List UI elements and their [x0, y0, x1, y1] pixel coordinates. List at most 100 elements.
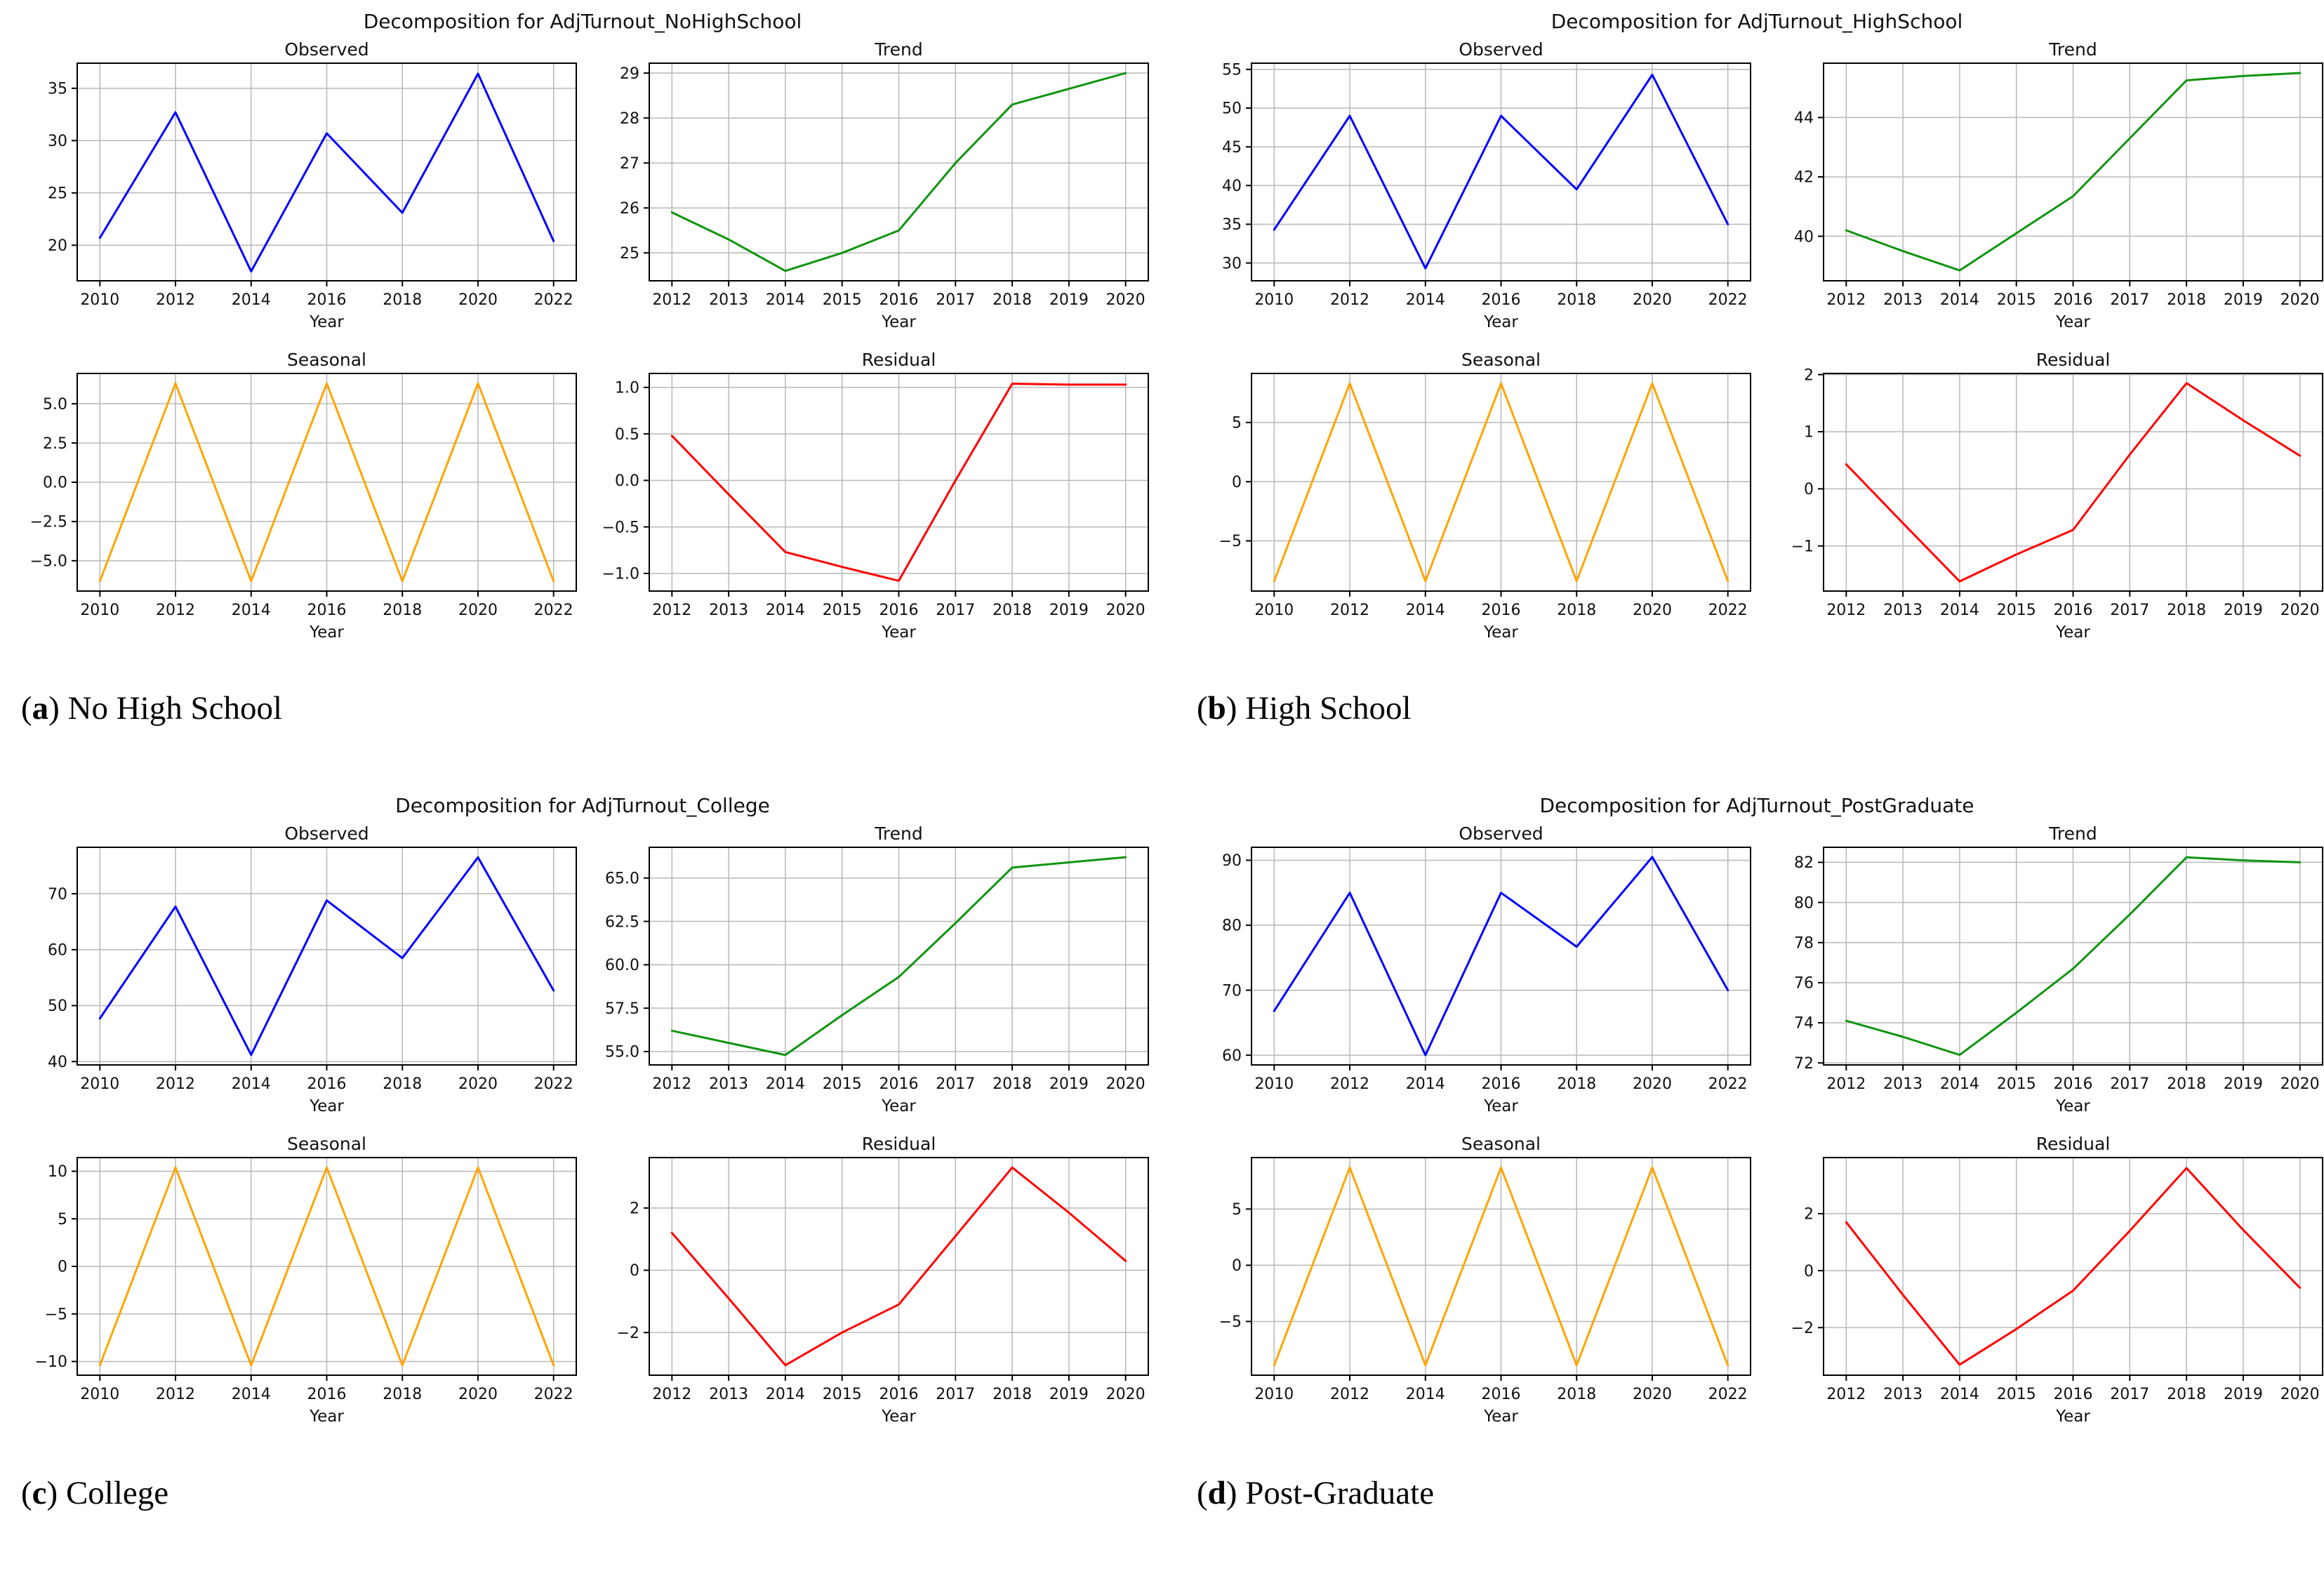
subplot-observed: Observed 30 35 40 45 50 55 2010 2012 2014 2016 2018…	[1222, 39, 1751, 331]
caption-b: (b) High School	[1197, 690, 1412, 727]
x-axis-label: Year	[1483, 313, 1518, 331]
y-tick-label: −0.5	[602, 519, 639, 536]
x-tick-label: 2017	[2110, 1386, 2149, 1403]
x-tick-label: 2020	[2280, 291, 2320, 309]
y-tick-label: 0	[1804, 1263, 1814, 1280]
y-tick-label: 70	[1222, 982, 1242, 1000]
x-tick-label: 2013	[709, 1075, 748, 1093]
x-tick-label: 2016	[2054, 1075, 2093, 1093]
x-tick-label: 2012	[652, 291, 691, 309]
y-tick-label: −2	[1791, 1320, 1814, 1337]
y-tick-label: 50	[48, 998, 67, 1015]
y-tick-label: 0	[1232, 1257, 1242, 1275]
y-tick-label: 90	[1222, 852, 1242, 870]
x-tick-label: 2017	[936, 602, 975, 619]
x-tick-label: 2016	[879, 1075, 919, 1093]
subplot-trend: Trend 72 74 76 78 80 82 2012 2013 2014 2015 2016 201…	[1794, 823, 2323, 1115]
subplot-title: Observed	[284, 39, 368, 60]
x-tick-label: 2016	[307, 291, 347, 309]
x-tick-label: 2017	[936, 1075, 975, 1093]
x-tick-label: 2017	[2110, 291, 2149, 309]
x-tick-label: 2020	[1633, 291, 1672, 309]
caption-d: (d) Post-Graduate	[1197, 1475, 1435, 1511]
y-tick-label: 2	[1804, 366, 1814, 384]
x-tick-label: 2020	[1633, 1386, 1672, 1403]
observed-line	[98, 72, 555, 273]
y-tick-label: 29	[620, 65, 639, 83]
x-tick-label: 2018	[2167, 602, 2206, 619]
y-tick-label: 72	[1794, 1055, 1814, 1073]
y-tick-label: 57.5	[605, 1000, 639, 1018]
x-tick-label: 2022	[534, 1075, 573, 1093]
subplot-trend: Trend 25 26 27 28 29 2012 2013 2014 2015 2016 2017 2…	[620, 39, 1149, 331]
x-tick-label: 2010	[80, 291, 119, 309]
y-tick-label: 2	[630, 1200, 639, 1218]
subplot-title: Observed	[1459, 39, 1543, 60]
x-tick-label: 2014	[1940, 1386, 1979, 1403]
caption-text: College	[65, 1475, 169, 1511]
caption-letter: b	[1207, 690, 1226, 727]
subplot-title: Trend	[2048, 39, 2097, 60]
x-tick-label: 2018	[383, 1075, 422, 1093]
x-tick-label: 2013	[709, 602, 748, 619]
y-tick-label: 28	[620, 110, 639, 128]
x-tick-label: 2012	[652, 602, 691, 619]
x-tick-label: 2013	[709, 1386, 748, 1403]
y-tick-label: 5	[58, 1211, 67, 1228]
y-tick-label: 80	[1222, 917, 1242, 935]
y-tick-label: 44	[1794, 110, 1814, 127]
y-tick-label: −5.0	[30, 553, 67, 571]
x-tick-label: 2016	[2054, 1386, 2093, 1403]
x-tick-label: 2018	[1557, 291, 1596, 309]
x-axis-label: Year	[881, 313, 916, 331]
subplot-title: Trend	[874, 39, 922, 60]
x-tick-label: 2014	[766, 1386, 805, 1403]
x-tick-label: 2010	[1254, 1386, 1294, 1403]
y-tick-label: 30	[1222, 255, 1242, 272]
residual-line	[1845, 1167, 2302, 1366]
x-tick-label: 2014	[766, 602, 805, 619]
x-tick-label: 2014	[232, 291, 271, 309]
x-tick-label: 2020	[458, 602, 498, 619]
subplot-title: Seasonal	[287, 1134, 366, 1154]
x-tick-label: 2022	[1708, 1075, 1748, 1093]
y-tick-label: 0.0	[43, 475, 67, 492]
figure-suptitle: Decomposition for AdjTurnout_PostGraduat…	[1539, 794, 1974, 817]
x-tick-label: 2014	[1406, 291, 1445, 309]
x-tick-label: 2022	[1708, 291, 1748, 309]
x-axis-label: Year	[2055, 1407, 2090, 1426]
x-tick-label: 2016	[2054, 291, 2093, 309]
x-tick-label: 2012	[652, 1075, 691, 1093]
x-axis-label: Year	[309, 623, 344, 642]
y-tick-label: 26	[620, 200, 639, 218]
x-tick-label: 2018	[383, 602, 422, 619]
x-tick-label: 2010	[1254, 291, 1294, 309]
y-tick-label: 45	[1222, 139, 1242, 157]
x-tick-label: 2018	[1557, 1386, 1596, 1403]
subplot-title: Observed	[1459, 823, 1543, 844]
caption-letter: d	[1207, 1475, 1226, 1511]
x-axis-label: Year	[309, 313, 344, 331]
x-tick-label: 2010	[1254, 1075, 1294, 1093]
y-tick-label: 0.5	[615, 426, 639, 444]
y-tick-label: 80	[1794, 894, 1814, 912]
x-tick-label: 2020	[2280, 602, 2320, 619]
x-tick-label: 2015	[823, 602, 862, 619]
x-tick-label: 2014	[766, 291, 805, 309]
y-tick-label: 20	[48, 237, 67, 255]
x-axis-label: Year	[2055, 623, 2090, 642]
caption-letter: a	[32, 690, 49, 727]
subplot-grid: Observed 40 50 60 70 2010 2012 2014 2016 2018 2020…	[11, 822, 1155, 1443]
seasonal-line	[1273, 1166, 1729, 1367]
x-tick-label: 2016	[879, 602, 919, 619]
x-tick-label: 2015	[823, 1075, 862, 1093]
subplot-observed: Observed 20 25 30 35 2010 2012 2014 2016 2018 2020…	[48, 39, 577, 331]
x-tick-label: 2020	[2280, 1075, 2320, 1093]
x-tick-label: 2022	[534, 291, 573, 309]
x-tick-label: 2020	[1106, 1075, 1146, 1093]
caption-c: (c) College	[21, 1475, 169, 1511]
x-tick-label: 2018	[2167, 291, 2206, 309]
x-tick-label: 2022	[1708, 1386, 1748, 1403]
x-axis-label: Year	[881, 1407, 916, 1426]
x-tick-label: 2012	[1330, 1386, 1369, 1403]
